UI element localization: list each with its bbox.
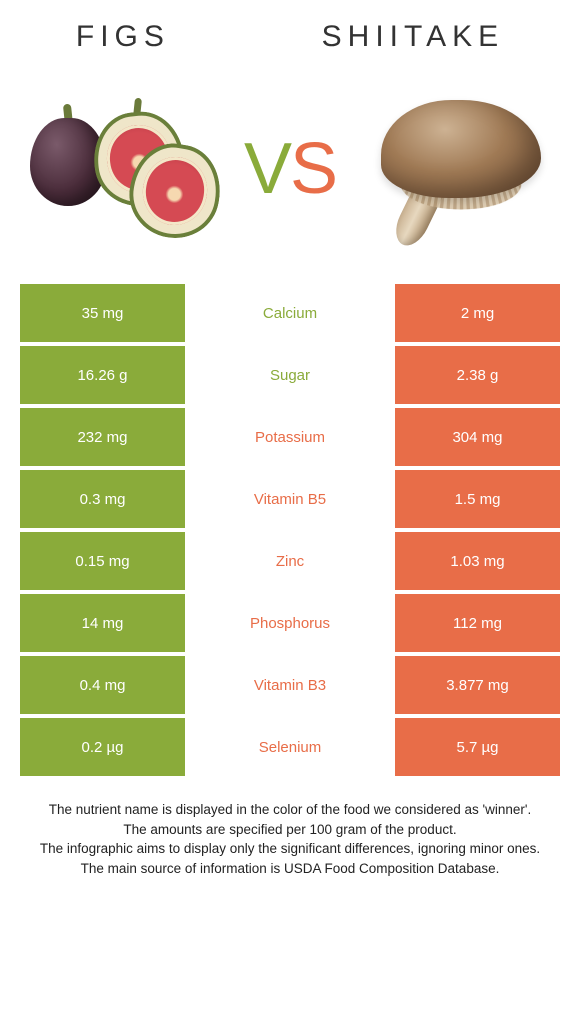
- left-value: 0.2 µg: [20, 718, 185, 776]
- table-row: 14 mgPhosphorus112 mg: [20, 594, 560, 652]
- left-value: 14 mg: [20, 594, 185, 652]
- nutrient-name: Sugar: [185, 346, 395, 404]
- nutrient-name: Zinc: [185, 532, 395, 590]
- shiitake-image: [370, 84, 550, 254]
- left-value: 16.26 g: [20, 346, 185, 404]
- nutrient-name: Potassium: [185, 408, 395, 466]
- table-row: 16.26 gSugar2.38 g: [20, 346, 560, 404]
- vs-s: S: [290, 133, 336, 205]
- figs-image: [30, 84, 210, 254]
- nutrient-name: Calcium: [185, 284, 395, 342]
- right-value: 1.03 mg: [395, 532, 560, 590]
- shiitake-illustration: [375, 94, 545, 244]
- right-value: 5.7 µg: [395, 718, 560, 776]
- table-row: 0.3 mgVitamin B51.5 mg: [20, 470, 560, 528]
- left-value: 0.15 mg: [20, 532, 185, 590]
- table-row: 0.4 mgVitamin B33.877 mg: [20, 656, 560, 714]
- nutrient-name: Phosphorus: [185, 594, 395, 652]
- right-value: 304 mg: [395, 408, 560, 466]
- left-value: 0.3 mg: [20, 470, 185, 528]
- nutrient-name: Vitamin B5: [185, 470, 395, 528]
- footer-notes: The nutrient name is displayed in the co…: [30, 800, 550, 878]
- right-value: 3.877 mg: [395, 656, 560, 714]
- comparison-table: 35 mgCalcium2 mg16.26 gSugar2.38 g232 mg…: [20, 284, 560, 776]
- hero: VS: [0, 64, 580, 284]
- table-row: 0.15 mgZinc1.03 mg: [20, 532, 560, 590]
- right-value: 2 mg: [395, 284, 560, 342]
- right-food-title: SHIITAKE: [322, 20, 504, 54]
- header: FIGS SHIITAKE: [0, 0, 580, 64]
- footer-line-1: The nutrient name is displayed in the co…: [30, 800, 550, 820]
- footer-line-4: The main source of information is USDA F…: [30, 859, 550, 879]
- footer-line-3: The infographic aims to display only the…: [30, 839, 550, 859]
- figs-illustration: [30, 94, 210, 244]
- vs-v: V: [244, 133, 290, 205]
- right-value: 1.5 mg: [395, 470, 560, 528]
- nutrient-name: Vitamin B3: [185, 656, 395, 714]
- table-row: 232 mgPotassium304 mg: [20, 408, 560, 466]
- footer-line-2: The amounts are specified per 100 gram o…: [30, 820, 550, 840]
- left-food-title: FIGS: [76, 20, 170, 54]
- left-value: 232 mg: [20, 408, 185, 466]
- table-row: 0.2 µgSelenium5.7 µg: [20, 718, 560, 776]
- table-row: 35 mgCalcium2 mg: [20, 284, 560, 342]
- left-value: 35 mg: [20, 284, 185, 342]
- right-value: 2.38 g: [395, 346, 560, 404]
- left-value: 0.4 mg: [20, 656, 185, 714]
- right-value: 112 mg: [395, 594, 560, 652]
- nutrient-name: Selenium: [185, 718, 395, 776]
- vs-label: VS: [244, 133, 336, 205]
